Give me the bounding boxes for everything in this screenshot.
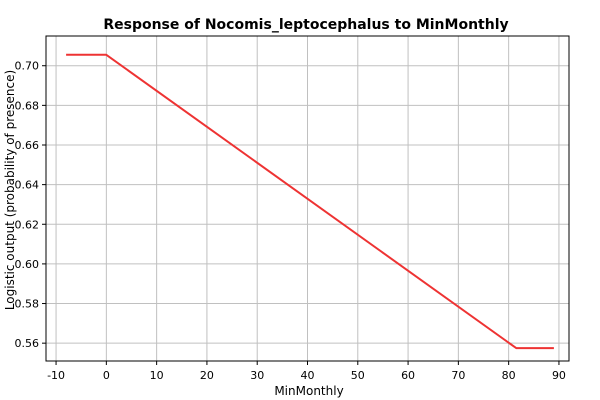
y-tick-label: 0.70 (15, 60, 40, 73)
y-tick-label: 0.68 (15, 99, 40, 112)
x-tick-label: 90 (552, 369, 566, 382)
x-tick-label: 20 (200, 369, 214, 382)
x-tick-label: 70 (451, 369, 465, 382)
x-tick-label: 10 (150, 369, 164, 382)
x-tick-label: 60 (401, 369, 415, 382)
x-tick-label: 80 (502, 369, 516, 382)
x-tick-label: 0 (103, 369, 110, 382)
x-axis: -10 0 10 20 30 40 50 60 70 80 90 (47, 361, 566, 382)
y-tick-label: 0.66 (15, 139, 40, 152)
series-layer (66, 53, 554, 350)
x-axis-label: MinMonthly (274, 384, 343, 398)
y-axis: 0.56 0.58 0.60 0.62 0.64 0.66 0.68 0.70 (15, 60, 46, 350)
response-line (66, 53, 554, 350)
x-tick-label: 30 (250, 369, 264, 382)
x-tick-label: 50 (351, 369, 365, 382)
x-tick-label: 40 (301, 369, 315, 382)
x-tick-label: -10 (47, 369, 65, 382)
y-tick-label: 0.62 (15, 218, 40, 231)
y-tick-label: 0.60 (15, 258, 40, 271)
chart-title: Response of Nocomis_leptocephalus to Min… (103, 17, 508, 33)
y-axis-label: Logistic output (probability of presence… (3, 70, 17, 310)
y-tick-label: 0.58 (15, 298, 40, 311)
y-tick-label: 0.56 (15, 337, 40, 350)
grid (46, 36, 569, 361)
y-tick-label: 0.64 (15, 179, 40, 192)
